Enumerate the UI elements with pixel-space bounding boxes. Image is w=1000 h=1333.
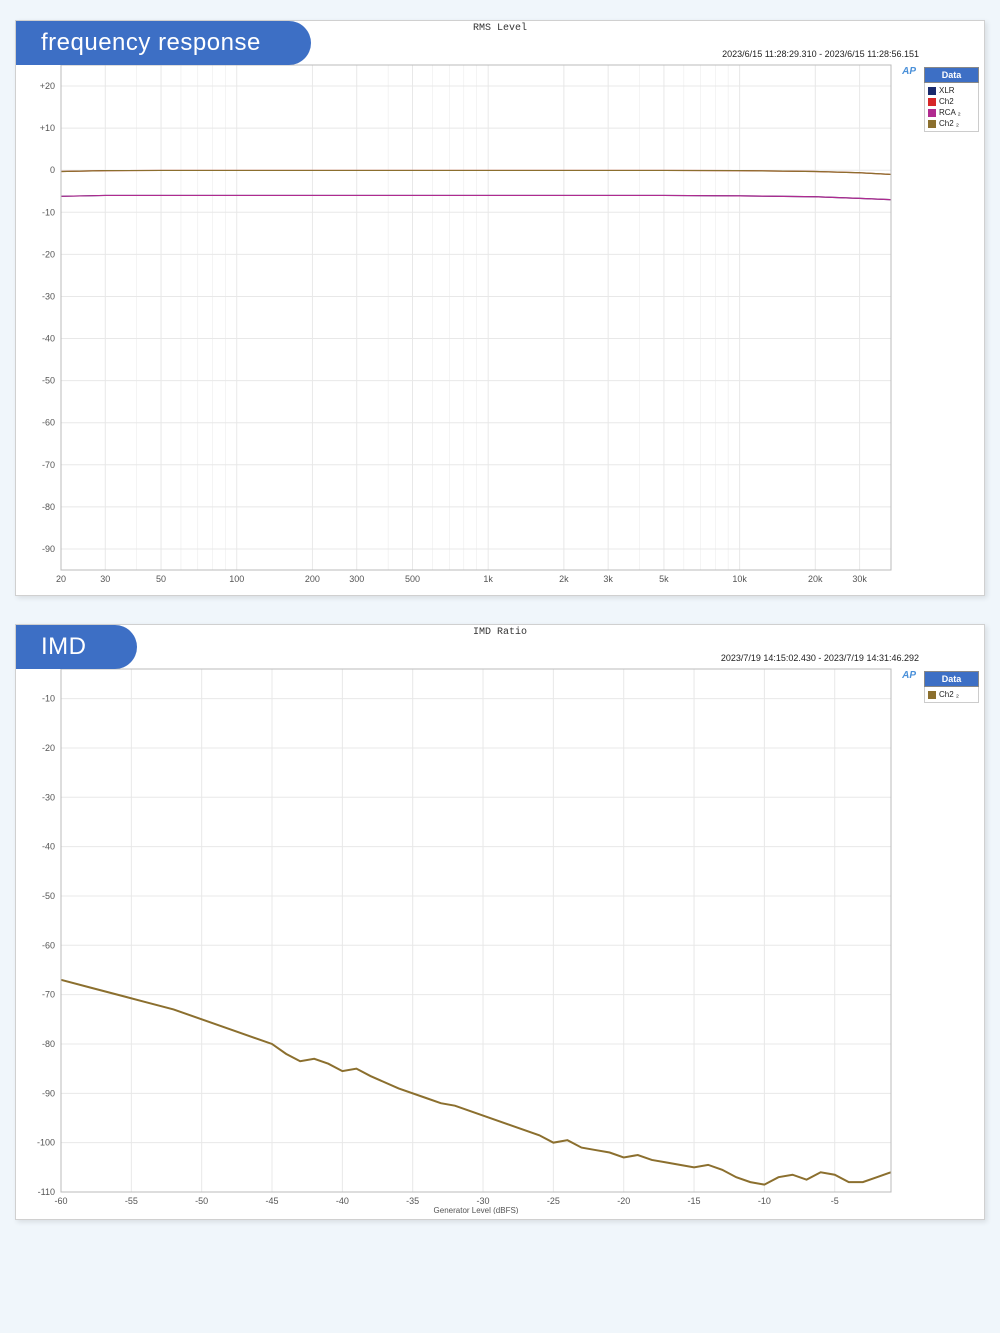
legend-items: XLR Ch2 RCA ₂ Ch2 ₂: [924, 83, 979, 132]
svg-text:-110: -110: [38, 1187, 55, 1197]
svg-text:30k: 30k: [852, 574, 867, 584]
svg-text:100: 100: [229, 574, 244, 584]
plot-svg: -10-20-30-40-50-60-70-80-90-100-110-60-5…: [21, 639, 901, 1214]
chart-title: IMD Ratio: [473, 627, 527, 639]
imd-chart: IMD IMD Ratio 2023/7/19 14:15:02.430 - 2…: [15, 624, 985, 1220]
svg-text:1k: 1k: [483, 574, 493, 584]
svg-text:-45: -45: [266, 1196, 279, 1206]
chart-badge: IMD: [16, 625, 137, 669]
legend-swatch: [928, 120, 936, 128]
svg-text:-70: -70: [42, 990, 55, 1000]
svg-text:3k: 3k: [603, 574, 613, 584]
legend-label: XLR: [939, 86, 955, 95]
svg-text:-35: -35: [406, 1196, 419, 1206]
chart-header: IMD Ratio: [16, 625, 984, 639]
svg-text:-70: -70: [42, 460, 55, 470]
legend: Data XLR Ch2 RCA ₂ Ch2 ₂: [924, 67, 979, 590]
svg-text:Generator Level (dBFS): Generator Level (dBFS): [434, 1206, 519, 1214]
legend: Data Ch2 ₂: [924, 671, 979, 1214]
legend-swatch: [928, 109, 936, 117]
svg-text:-40: -40: [42, 334, 55, 344]
svg-text:-20: -20: [42, 249, 55, 259]
svg-text:-30: -30: [42, 291, 55, 301]
svg-text:-15: -15: [688, 1196, 701, 1206]
legend-label: Ch2 ₂: [939, 690, 959, 699]
svg-text:-30: -30: [477, 1196, 490, 1206]
svg-text:-100: -100: [37, 1138, 55, 1148]
svg-text:-60: -60: [42, 418, 55, 428]
svg-text:-10: -10: [758, 1196, 771, 1206]
chart-body: -10-20-30-40-50-60-70-80-90-100-110-60-5…: [16, 639, 984, 1219]
chart-body: +20 +10 0 -10 -20 -30 -40 -50 -60 -70 -80 -90 20 30 50…: [16, 35, 984, 595]
svg-text:-20: -20: [617, 1196, 630, 1206]
svg-text:-20: -20: [42, 743, 55, 753]
legend-swatch: [928, 87, 936, 95]
svg-text:-40: -40: [42, 842, 55, 852]
svg-text:-25: -25: [547, 1196, 560, 1206]
plot-area: +20 +10 0 -10 -20 -30 -40 -50 -60 -70 -80 -90 20 30 50…: [21, 35, 919, 590]
svg-text:-50: -50: [42, 376, 55, 386]
chart-title: RMS Level: [473, 23, 527, 35]
svg-text:-10: -10: [42, 207, 55, 217]
svg-text:-60: -60: [42, 940, 55, 950]
svg-text:-40: -40: [336, 1196, 349, 1206]
svg-text:-80: -80: [42, 502, 55, 512]
svg-text:200: 200: [305, 574, 320, 584]
svg-text:+10: +10: [40, 123, 55, 133]
svg-text:-50: -50: [195, 1196, 208, 1206]
legend-item: Ch2 ₂: [925, 118, 978, 129]
svg-text:10k: 10k: [732, 574, 747, 584]
legend-header: Data: [924, 671, 979, 687]
svg-text:50: 50: [156, 574, 166, 584]
frequency-response-chart: frequency response RMS Level 2023/6/15 1…: [15, 20, 985, 596]
chart-badge: frequency response: [16, 21, 311, 65]
legend-label: Ch2: [939, 97, 954, 106]
svg-text:30: 30: [100, 574, 110, 584]
svg-text:5k: 5k: [659, 574, 669, 584]
svg-text:-60: -60: [54, 1196, 67, 1206]
svg-text:-5: -5: [831, 1196, 839, 1206]
svg-text:-90: -90: [42, 1088, 55, 1098]
svg-text:-30: -30: [42, 792, 55, 802]
svg-text:0: 0: [50, 165, 55, 175]
svg-text:-10: -10: [42, 694, 55, 704]
plot-svg: +20 +10 0 -10 -20 -30 -40 -50 -60 -70 -80 -90 20 30 50…: [21, 35, 901, 590]
plot-area: -10-20-30-40-50-60-70-80-90-100-110-60-5…: [21, 639, 919, 1214]
svg-text:-55: -55: [125, 1196, 138, 1206]
legend-item: XLR: [925, 85, 978, 96]
legend-item: Ch2 ₂: [925, 689, 978, 700]
legend-header: Data: [924, 67, 979, 83]
svg-text:500: 500: [405, 574, 420, 584]
svg-text:300: 300: [349, 574, 364, 584]
legend-label: Ch2 ₂: [939, 119, 959, 128]
svg-text:-50: -50: [42, 891, 55, 901]
svg-text:-80: -80: [42, 1039, 55, 1049]
legend-swatch: [928, 98, 936, 106]
svg-text:-90: -90: [42, 544, 55, 554]
legend-swatch: [928, 691, 936, 699]
svg-text:2k: 2k: [559, 574, 569, 584]
svg-text:+20: +20: [40, 81, 55, 91]
legend-item: Ch2: [925, 96, 978, 107]
svg-text:20: 20: [56, 574, 66, 584]
legend-items: Ch2 ₂: [924, 687, 979, 703]
legend-label: RCA ₂: [939, 108, 961, 117]
svg-text:20k: 20k: [808, 574, 823, 584]
legend-item: RCA ₂: [925, 107, 978, 118]
